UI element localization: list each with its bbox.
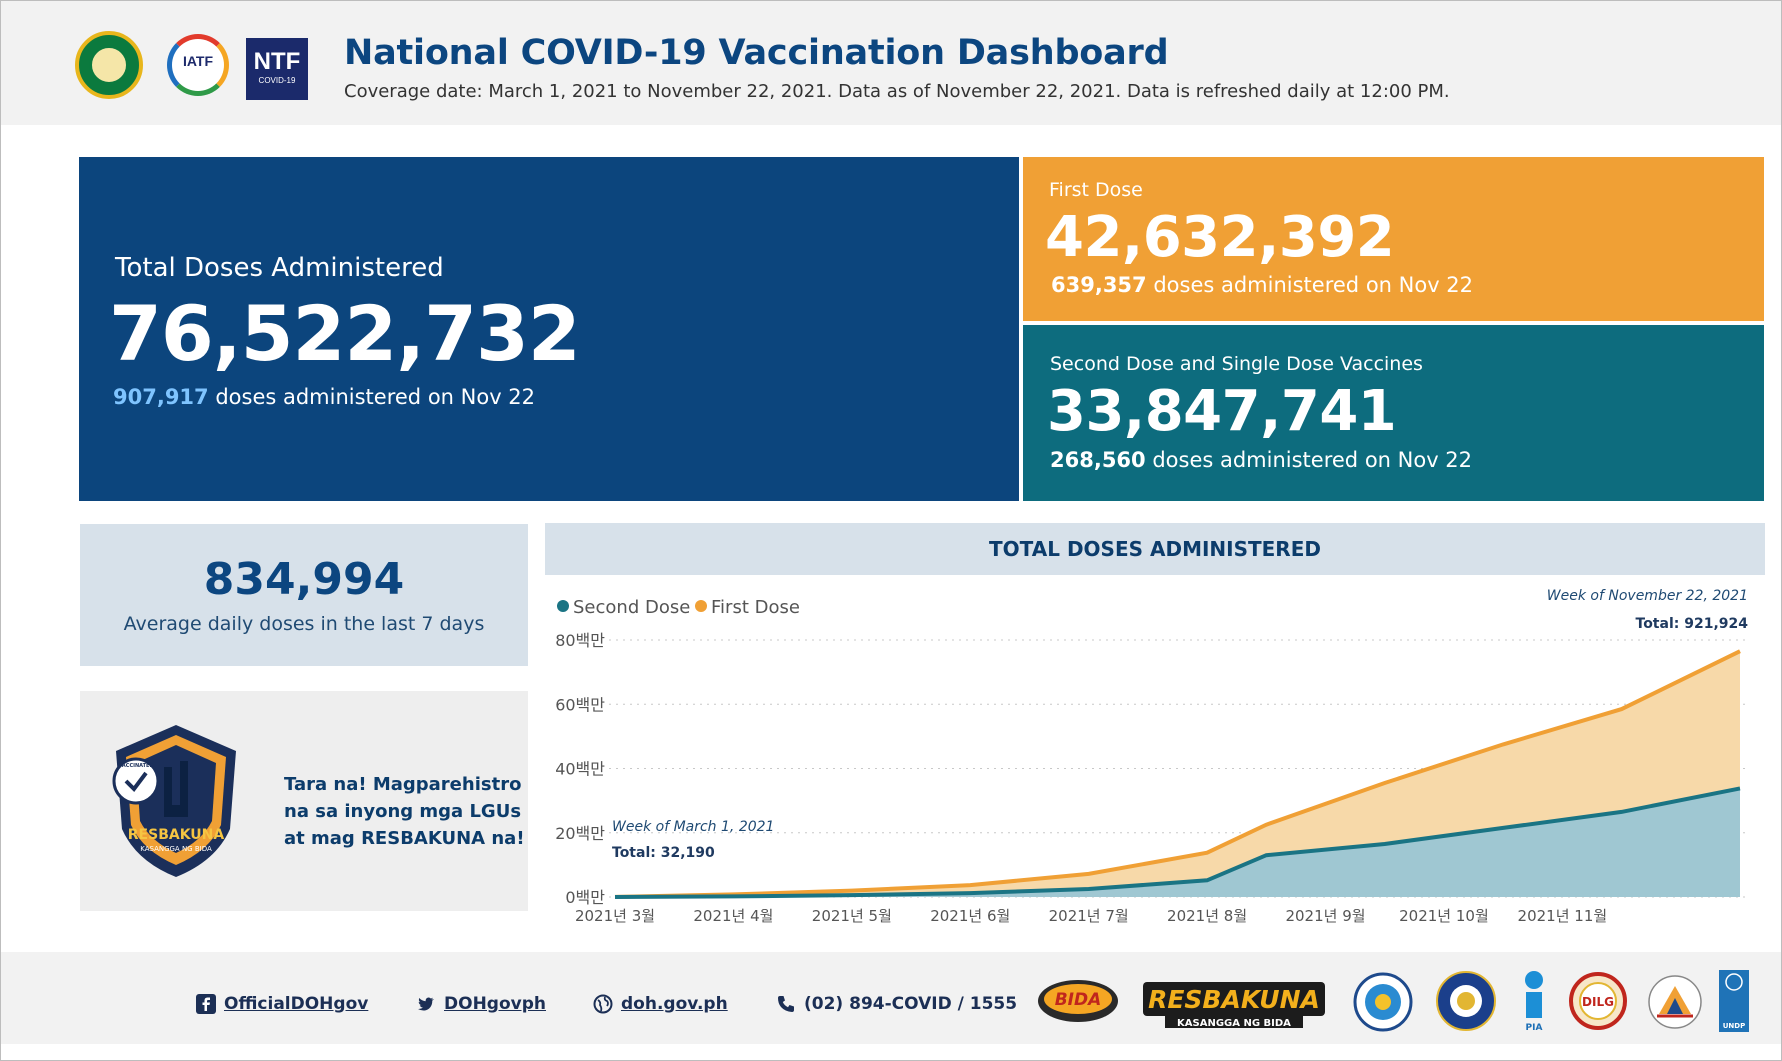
total-doses-area-chart: Second Dose First Dose 0백만 20백만 40백만 60백만 80… <box>555 588 1750 925</box>
promo-message: Tara na! Magparehistro na sa inyong mga … <box>284 771 525 852</box>
first-dose-daily-value: 639,357 <box>1051 273 1147 297</box>
second-dose-line <box>614 786 1741 899</box>
total-doses-daily-value: 907,917 <box>113 385 209 409</box>
total-doses-value: 76,522,732 <box>109 289 581 378</box>
first-dose-card: First Dose 42,632,392 639,357 doses admi… <box>1023 157 1764 321</box>
page-title: National COVID-19 Vaccination Dashboard <box>344 33 1169 73</box>
total-doses-card: Total Doses Administered 76,522,732 907,… <box>79 157 1019 501</box>
x-tick-label: 2021년 5월 <box>812 907 892 925</box>
resbakuna-logo-subtext: KASANGGA NG BIDA <box>1177 1018 1291 1029</box>
second-dose-daily: 268,560 doses administered on Nov 22 <box>1050 448 1472 472</box>
x-tick-label: 2021년 8월 <box>1167 907 1247 925</box>
undp-logo-text: UNDP <box>1723 1022 1745 1030</box>
commission-seal <box>1648 975 1702 1029</box>
second-dose-area <box>615 788 1740 897</box>
shield-badge-text: RESBAKUNA <box>128 827 225 843</box>
x-tick-label: 2021년 4월 <box>693 907 773 925</box>
total-dose-line <box>614 649 1741 899</box>
y-tick-label: 0백만 <box>565 888 605 907</box>
undp-logo: UNDP <box>1719 970 1749 1032</box>
total-doses-label: Total Doses Administered <box>115 253 444 283</box>
twitter-icon <box>418 997 434 1011</box>
x-tick-label: 2021년 11월 <box>1518 907 1608 925</box>
first-dose-label: First Dose <box>1049 179 1143 201</box>
promo-line-1: Tara na! Magparehistro <box>284 774 522 795</box>
chart-x-axis: 2021년 3월 2021년 4월 2021년 5월 2021년 6월 2021년 7월… <box>575 907 1607 925</box>
bida-logo: BIDA <box>1038 980 1118 1022</box>
shield-badge-subtext: KASANGGA NG BIDA <box>140 845 212 853</box>
first-dose-value: 42,632,392 <box>1045 205 1395 270</box>
facebook-contact[interactable]: OfficialDOHgov <box>196 994 368 1014</box>
x-tick-label: 2021년 6월 <box>930 907 1010 925</box>
resbakuna-logo: RESBAKUNA KASANGGA NG BIDA <box>1143 982 1325 1029</box>
average-daily-label: Average daily doses in the last 7 days <box>123 613 485 635</box>
start-week-annotation: Week of March 1, 2021 <box>612 819 774 835</box>
second-dose-card: Second Dose and Single Dose Vaccines 33,… <box>1023 325 1764 501</box>
ntf-logo-subtext: COVID-19 <box>258 76 296 85</box>
average-daily-value: 834,994 <box>203 554 405 605</box>
facebook-icon <box>196 994 216 1014</box>
promo-line-3: at mag RESBAKUNA na! <box>284 828 525 849</box>
header: IATF NTF COVID-19 National COVID-19 Vacc… <box>1 1 1781 125</box>
vaccinated-stamp-text: VACCINATED <box>118 763 153 769</box>
second-dose-value: 33,847,741 <box>1047 379 1397 444</box>
resbakuna-shield-icon: RESBAKUNA KASANGGA NG BIDA VACCINATED <box>112 725 236 877</box>
y-tick-label: 40백만 <box>555 760 605 779</box>
legend-dot-first <box>695 600 707 612</box>
dilg-logo-text: DILG <box>1582 995 1614 1009</box>
pia-logo: PIA <box>1525 971 1543 1032</box>
average-daily-card: 834,994 Average daily doses in the last … <box>80 524 528 666</box>
end-week-annotation: Week of November 22, 2021 <box>1547 588 1748 604</box>
website-contact[interactable]: doh.gov.ph <box>593 994 728 1014</box>
coverage-note: Coverage date: March 1, 2021 to November… <box>344 81 1450 102</box>
phone-contact: (02) 894-COVID / 1555 <box>776 994 1017 1014</box>
resbakuna-logo-text: RESBAKUNA <box>1148 985 1320 1014</box>
second-dose-daily-value: 268,560 <box>1050 448 1146 472</box>
resbakuna-promo-card: RESBAKUNA KASANGGA NG BIDA VACCINATED Ta… <box>80 691 528 911</box>
globe-icon <box>593 994 613 1014</box>
facebook-link[interactable]: OfficialDOHgov <box>224 994 369 1014</box>
presidential-communications-seal <box>1353 972 1413 1032</box>
twitter-link[interactable]: DOHgovph <box>444 994 546 1014</box>
iatf-logo-text: IATF <box>182 53 214 69</box>
start-total-annotation: Total: 32,190 <box>612 845 715 861</box>
first-dose-daily-suffix: doses administered on Nov 22 <box>1146 273 1474 297</box>
x-tick-label: 2021년 3월 <box>575 907 655 925</box>
ntf-logo-text: NTF <box>253 48 301 75</box>
phone-number: (02) 894-COVID / 1555 <box>804 994 1018 1014</box>
second-dose-daily-suffix: doses administered on Nov 22 <box>1145 448 1473 472</box>
footer: OfficialDOHgov DOHgovph doh.gov.ph (02) … <box>1 952 1781 1044</box>
pia-logo-text: PIA <box>1526 1023 1543 1032</box>
phone-icon <box>778 996 794 1012</box>
website-link[interactable]: doh.gov.ph <box>621 994 728 1014</box>
x-tick-label: 2021년 7월 <box>1049 907 1129 925</box>
iatf-logo: IATF <box>167 34 229 96</box>
y-tick-label: 20백만 <box>555 824 605 843</box>
legend-dot-second <box>557 600 569 612</box>
dilg-logo: DILG <box>1569 972 1627 1030</box>
y-tick-label: 60백만 <box>555 695 605 714</box>
promo-line-2: na sa inyong mga LGUs <box>284 801 522 822</box>
first-dose-daily: 639,357 doses administered on Nov 22 <box>1051 273 1473 297</box>
chart-header: TOTAL DOSES ADMINISTERED <box>545 523 1765 575</box>
legend-second-dose[interactable]: Second Dose <box>573 597 690 618</box>
chart-title: TOTAL DOSES ADMINISTERED <box>989 537 1321 561</box>
twitter-contact[interactable]: DOHgovph <box>416 994 546 1014</box>
y-tick-label: 80백만 <box>555 631 605 650</box>
end-total-annotation: Total: 921,924 <box>1636 616 1749 632</box>
government-seal <box>1436 971 1496 1031</box>
bida-logo-text: BIDA <box>1055 990 1102 1010</box>
total-doses-daily-suffix: doses administered on Nov 22 <box>208 385 536 409</box>
legend-first-dose[interactable]: First Dose <box>711 597 800 618</box>
x-tick-label: 2021년 10월 <box>1399 907 1489 925</box>
ntf-logo: NTF COVID-19 <box>246 38 308 100</box>
doh-seal-logo <box>75 31 143 99</box>
second-dose-label: Second Dose and Single Dose Vaccines <box>1050 353 1423 375</box>
chart-y-axis: 0백만 20백만 40백만 60백만 80백만 <box>555 631 605 907</box>
x-tick-label: 2021년 9월 <box>1285 907 1365 925</box>
total-doses-daily: 907,917 doses administered on Nov 22 <box>113 385 535 409</box>
